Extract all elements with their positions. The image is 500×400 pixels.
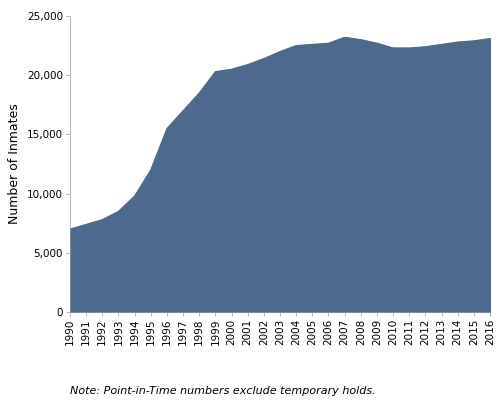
Y-axis label: Number of Inmates: Number of Inmates [8, 104, 22, 224]
Text: Note: Point-in-Time numbers exclude temporary holds.: Note: Point-in-Time numbers exclude temp… [70, 386, 376, 396]
